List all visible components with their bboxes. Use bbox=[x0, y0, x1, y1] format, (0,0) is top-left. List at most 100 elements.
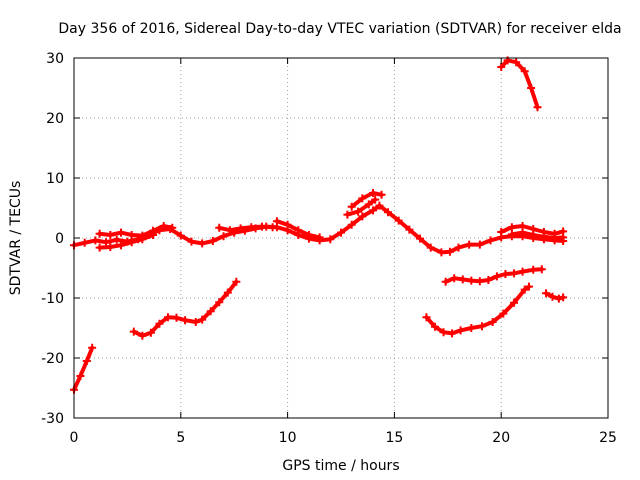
data-point bbox=[326, 235, 335, 244]
data-point bbox=[215, 298, 224, 307]
data-point bbox=[437, 248, 446, 257]
data-point bbox=[467, 324, 476, 332]
data-point bbox=[149, 231, 158, 239]
data-point bbox=[91, 236, 100, 245]
data-point bbox=[223, 288, 232, 297]
x-tick-label: 0 bbox=[70, 430, 79, 446]
data-point bbox=[512, 58, 521, 67]
data-point bbox=[343, 210, 352, 219]
data-point bbox=[225, 226, 234, 235]
data-point bbox=[422, 313, 431, 322]
data-point bbox=[430, 322, 439, 331]
data-point bbox=[219, 232, 228, 241]
y-tick-label: 20 bbox=[46, 111, 64, 127]
data-point bbox=[163, 313, 172, 322]
series-line-trace-7 bbox=[349, 191, 384, 209]
data-point bbox=[375, 201, 384, 210]
data-point bbox=[198, 315, 207, 324]
y-tick-label: 10 bbox=[46, 171, 64, 187]
data-point bbox=[377, 190, 386, 199]
data-point bbox=[80, 238, 89, 247]
data-point bbox=[441, 277, 450, 286]
y-axis-label: SDTVAR / TECUs bbox=[8, 181, 24, 296]
data-point bbox=[159, 222, 168, 230]
data-point bbox=[116, 241, 125, 250]
data-point bbox=[383, 208, 392, 217]
data-point bbox=[497, 228, 506, 236]
data-point bbox=[448, 329, 457, 338]
data-point bbox=[138, 235, 147, 244]
series-line-trace-8 bbox=[345, 197, 378, 217]
data-point bbox=[524, 282, 533, 291]
data-point bbox=[215, 223, 224, 232]
data-point bbox=[533, 103, 542, 112]
data-point bbox=[475, 240, 484, 249]
data-point bbox=[518, 267, 527, 276]
data-point bbox=[554, 294, 563, 303]
data-point bbox=[358, 212, 367, 221]
data-point bbox=[127, 238, 136, 247]
data-point bbox=[208, 237, 217, 245]
data-point bbox=[539, 232, 548, 241]
series-group bbox=[70, 56, 568, 394]
data-point bbox=[520, 285, 529, 294]
data-point bbox=[95, 229, 104, 238]
data-point bbox=[106, 231, 115, 239]
series-line-trace-12 bbox=[131, 279, 239, 338]
x-tick-label: 10 bbox=[279, 430, 297, 446]
data-point bbox=[456, 326, 465, 335]
data-point bbox=[518, 228, 527, 237]
data-point bbox=[206, 307, 215, 316]
data-point bbox=[465, 240, 474, 249]
data-point bbox=[181, 316, 190, 325]
data-point bbox=[347, 202, 356, 211]
data-point bbox=[294, 226, 303, 235]
data-point bbox=[116, 228, 125, 237]
data-point bbox=[337, 228, 345, 237]
data-point bbox=[232, 277, 241, 286]
data-point bbox=[371, 195, 380, 204]
data-point bbox=[358, 194, 367, 203]
tick-labels: 0 5 10 15 20 25 -30 -20 -10 0 10 20 30 bbox=[41, 51, 617, 446]
data-point bbox=[88, 343, 97, 352]
data-point bbox=[550, 234, 559, 242]
data-point bbox=[127, 231, 136, 239]
series-line-trace-13 bbox=[424, 284, 531, 336]
data-point bbox=[191, 318, 200, 326]
data-point bbox=[257, 222, 266, 231]
data-point bbox=[138, 331, 147, 340]
data-point bbox=[559, 293, 568, 302]
data-point bbox=[369, 206, 378, 215]
y-tick-label: 30 bbox=[46, 51, 64, 67]
data-point bbox=[542, 289, 551, 298]
data-point bbox=[272, 217, 281, 226]
data-point bbox=[454, 243, 463, 252]
chart-title: Day 356 of 2016, Sidereal Day-to-day VTE… bbox=[58, 21, 621, 37]
data-point bbox=[369, 189, 378, 197]
data-point bbox=[510, 269, 519, 278]
data-point bbox=[497, 63, 506, 71]
data-point bbox=[537, 265, 546, 274]
data-point bbox=[112, 235, 121, 244]
x-tick-label: 15 bbox=[385, 430, 403, 446]
y-tick-label: -30 bbox=[41, 411, 64, 427]
data-point bbox=[236, 224, 245, 233]
data-point bbox=[268, 223, 277, 232]
data-point bbox=[529, 265, 538, 274]
data-point bbox=[82, 357, 91, 365]
data-point bbox=[283, 220, 292, 229]
y-tick-label: -20 bbox=[41, 351, 64, 367]
y-tick-label: 0 bbox=[55, 231, 64, 247]
x-tick-label: 20 bbox=[492, 430, 510, 446]
data-point bbox=[146, 328, 155, 337]
data-point bbox=[477, 322, 486, 331]
data-point bbox=[520, 67, 529, 76]
data-point bbox=[102, 238, 111, 247]
data-point bbox=[187, 237, 196, 246]
data-point bbox=[95, 243, 104, 252]
data-point bbox=[315, 233, 324, 242]
data-point bbox=[488, 318, 497, 326]
data-point bbox=[527, 84, 536, 92]
x-tick-label: 5 bbox=[176, 430, 185, 446]
data-point bbox=[364, 200, 373, 209]
